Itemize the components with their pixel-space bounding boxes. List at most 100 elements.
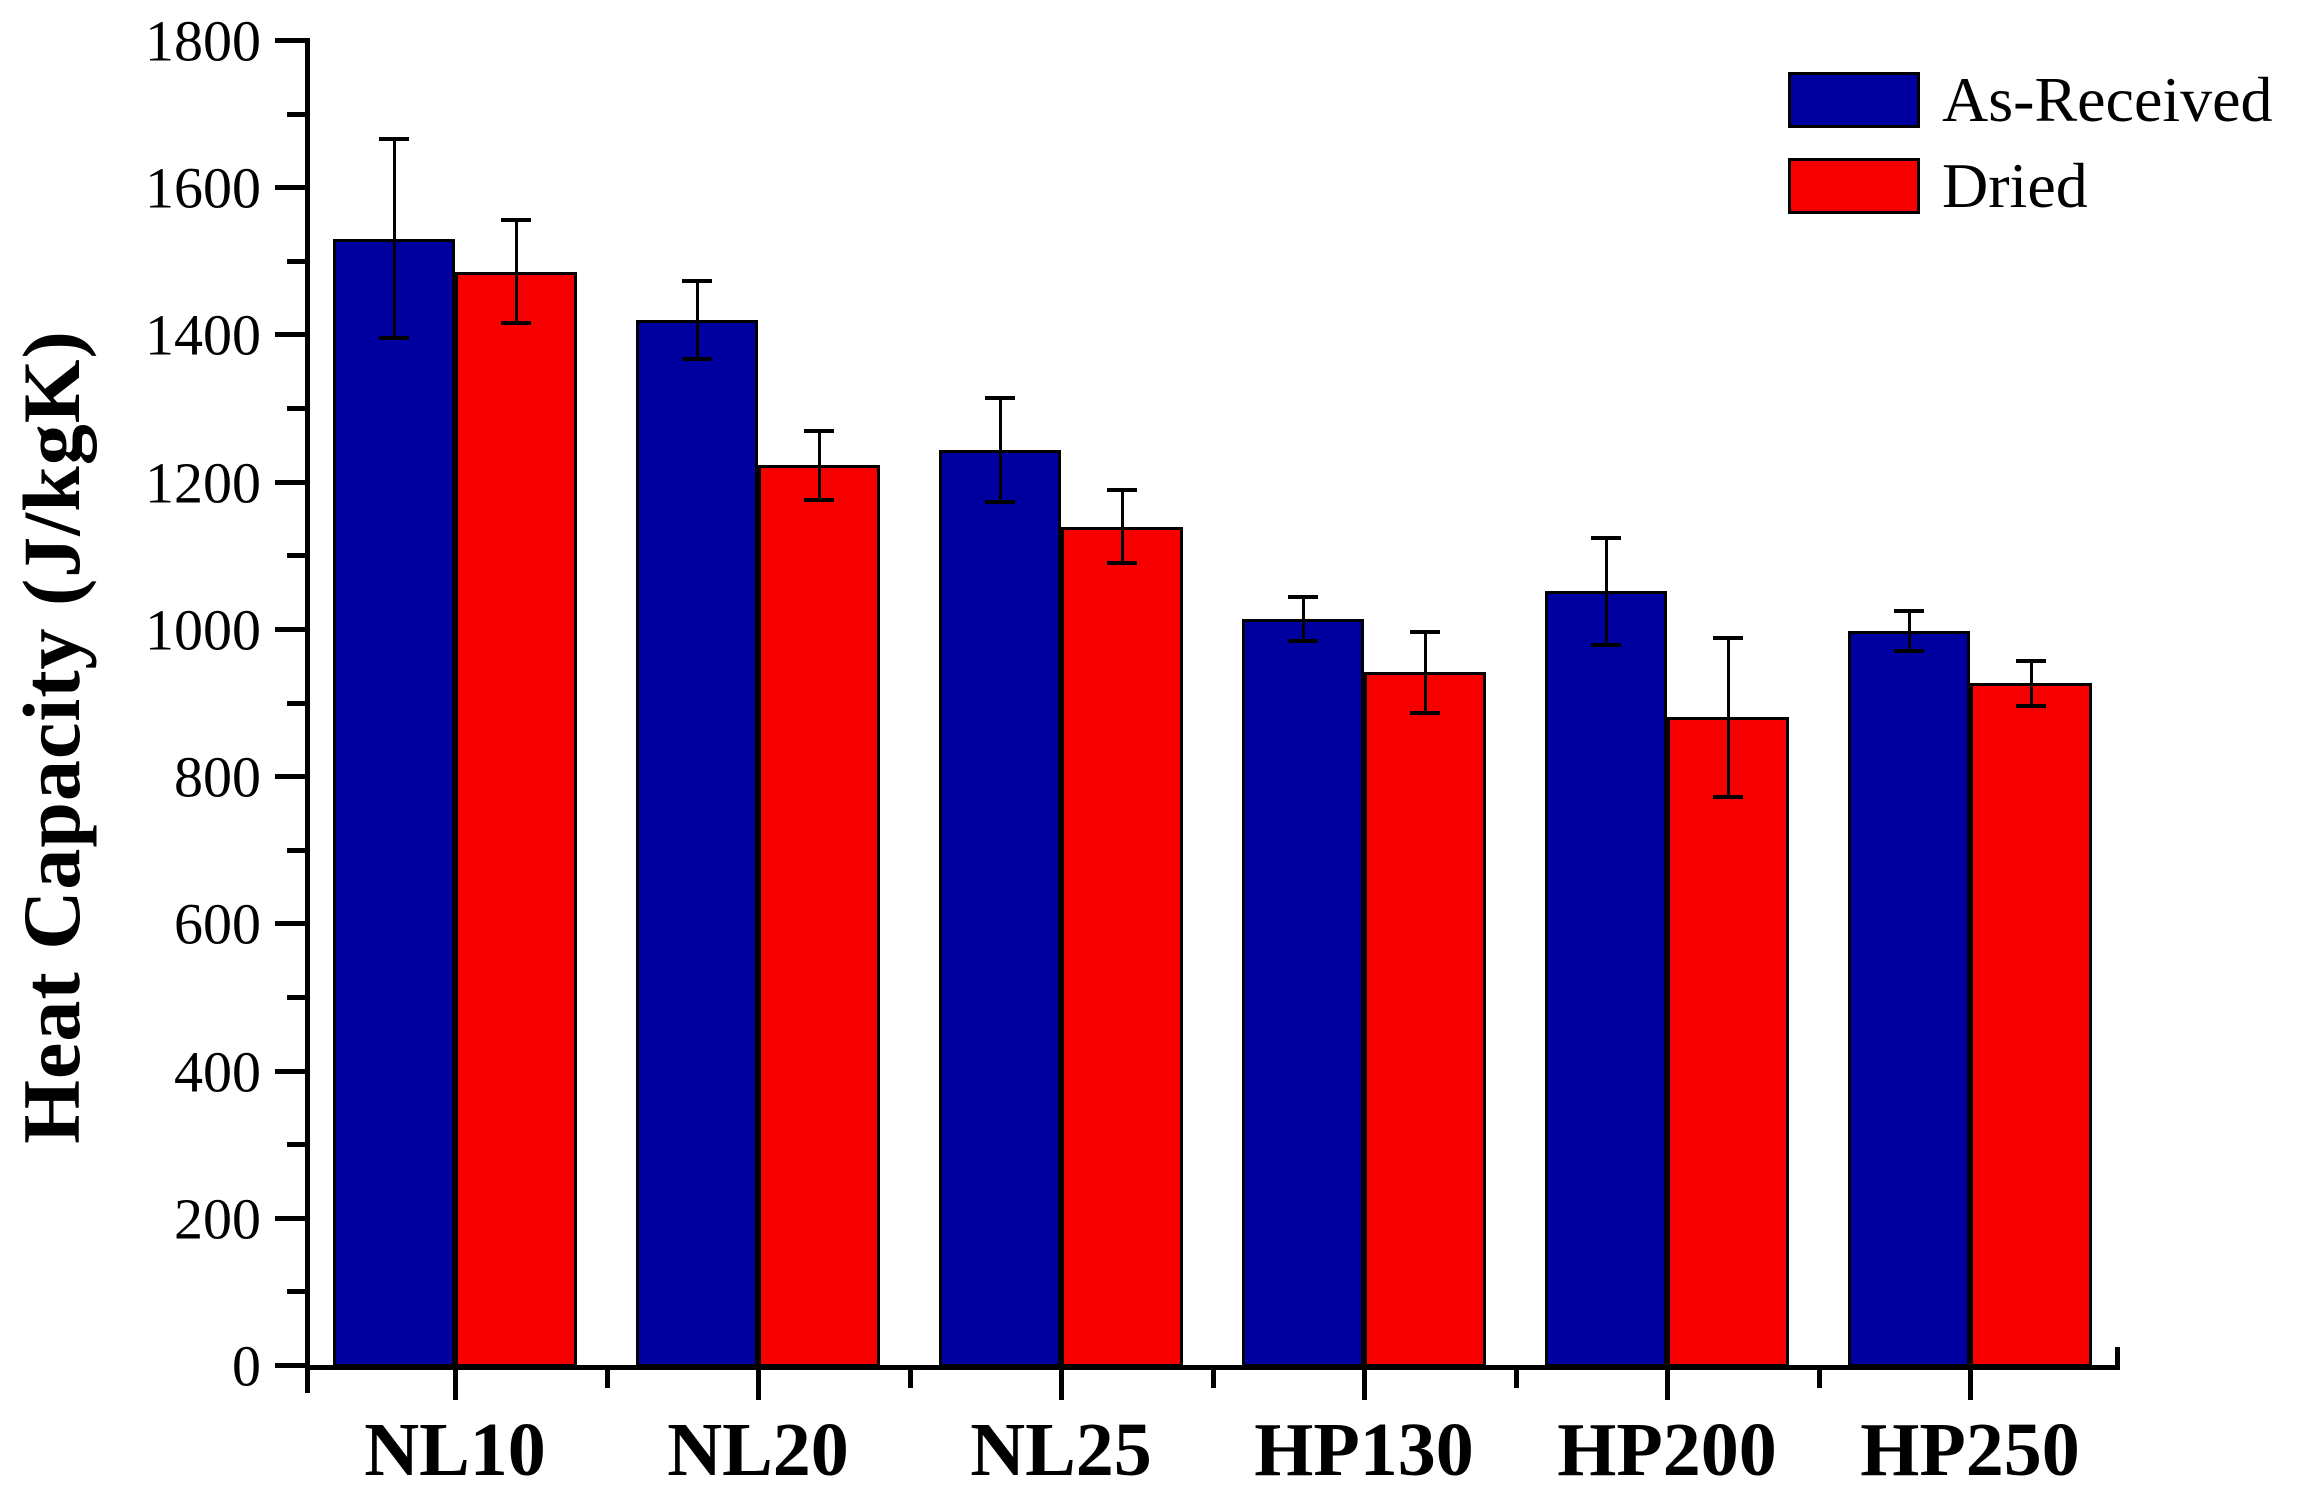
bar-as-received-nl20 — [636, 319, 758, 1367]
error-bar-line — [2029, 660, 2033, 707]
error-bar-line — [1120, 489, 1124, 564]
y-major-tick — [275, 774, 305, 780]
y-minor-tick — [287, 1289, 305, 1295]
error-bar-line — [1907, 611, 1911, 651]
error-bar-line — [695, 280, 699, 359]
y-minor-tick — [287, 406, 305, 412]
y-major-tick — [275, 479, 305, 485]
y-tick-label: 800 — [174, 744, 261, 810]
bar-dried-hp200 — [1667, 717, 1789, 1367]
x-minor-tick — [1210, 1370, 1216, 1388]
x-minor-tick — [907, 1370, 913, 1388]
x-axis-end-tick — [2115, 1347, 2120, 1365]
legend: As-Received Dried — [1788, 68, 2273, 240]
y-minor-tick — [287, 1142, 305, 1148]
y-minor-tick — [287, 111, 305, 117]
error-bar-cap-top — [1288, 595, 1318, 600]
x-category-label: NL10 — [364, 1408, 546, 1492]
error-bar-cap-top — [1410, 629, 1440, 634]
x-major-tick — [453, 1370, 458, 1400]
error-bar-line — [1726, 637, 1730, 797]
error-bar-cap-bottom — [1894, 648, 1924, 653]
y-major-tick — [275, 38, 305, 43]
error-bar-cap-top — [1894, 609, 1924, 614]
x-axis-line — [305, 1365, 2120, 1370]
x-major-tick — [1968, 1370, 1973, 1400]
bar-dried-nl25 — [1061, 526, 1183, 1367]
x-category-label: NL20 — [667, 1408, 849, 1492]
y-major-tick — [275, 1068, 305, 1074]
error-bar-cap-top — [985, 396, 1015, 401]
error-bar-line — [998, 398, 1002, 502]
bar-as-received-nl25 — [939, 450, 1061, 1367]
error-bar-cap-bottom — [1591, 643, 1621, 648]
bar-as-received-hp250 — [1848, 631, 1970, 1367]
legend-entry: Dried — [1788, 154, 2273, 218]
error-bar-cap-top — [1713, 635, 1743, 640]
y-axis-line — [305, 38, 310, 1393]
error-bar-cap-top — [1591, 535, 1621, 540]
y-minor-tick — [287, 994, 305, 1000]
y-tick-label: 600 — [174, 891, 261, 957]
error-bar-cap-bottom — [1410, 710, 1440, 715]
error-bar-cap-top — [379, 137, 409, 142]
error-bar-cap-bottom — [985, 499, 1015, 504]
error-bar-line — [392, 139, 396, 339]
x-minor-tick — [1816, 1370, 1822, 1388]
error-bar-cap-top — [682, 278, 712, 283]
error-bar-cap-bottom — [1713, 794, 1743, 799]
error-bar-cap-top — [1107, 487, 1137, 492]
error-bar-cap-bottom — [1288, 639, 1318, 644]
legend-label: Dried — [1942, 150, 2088, 221]
legend-label: As-Received — [1942, 64, 2273, 135]
x-category-label: NL25 — [970, 1408, 1152, 1492]
x-major-tick — [1059, 1370, 1064, 1400]
error-bar-cap-bottom — [682, 356, 712, 361]
error-bar-cap-bottom — [1107, 561, 1137, 566]
y-major-tick — [275, 626, 305, 632]
y-tick-label: 1600 — [145, 155, 261, 221]
bar-as-received-hp130 — [1242, 619, 1364, 1367]
error-bar-cap-bottom — [379, 336, 409, 341]
error-bar-cap-bottom — [501, 321, 531, 326]
y-minor-tick — [287, 258, 305, 264]
bar-dried-nl10 — [455, 271, 577, 1367]
error-bar-line — [1604, 537, 1608, 646]
y-major-tick — [275, 1363, 305, 1368]
x-category-label: HP250 — [1860, 1408, 2080, 1492]
bar-dried-hp250 — [1970, 683, 2092, 1367]
x-minor-tick — [604, 1370, 610, 1388]
y-major-tick — [275, 921, 305, 927]
x-category-label: HP200 — [1557, 1408, 1777, 1492]
error-bar-line — [514, 220, 518, 324]
y-minor-tick — [287, 847, 305, 853]
error-bar-cap-bottom — [2016, 704, 2046, 709]
legend-entry: As-Received — [1788, 68, 2273, 132]
bar-dried-nl20 — [758, 465, 880, 1367]
y-major-tick — [275, 1215, 305, 1221]
y-tick-label: 1800 — [145, 8, 261, 74]
bar-dried-hp130 — [1364, 672, 1486, 1367]
x-category-label: HP130 — [1254, 1408, 1474, 1492]
y-minor-tick — [287, 553, 305, 559]
y-tick-label: 1400 — [145, 302, 261, 368]
legend-swatch-as-received — [1788, 72, 1920, 128]
error-bar-cap-top — [2016, 658, 2046, 663]
x-major-tick — [1665, 1370, 1670, 1400]
bar-as-received-hp200 — [1545, 591, 1667, 1367]
x-major-tick — [1362, 1370, 1367, 1400]
error-bar-cap-bottom — [804, 498, 834, 503]
y-axis-title: Heat Capacity (J/kgK) — [6, 330, 97, 1144]
error-bar-line — [817, 430, 821, 501]
legend-swatch-dried — [1788, 158, 1920, 214]
y-tick-label: 0 — [232, 1333, 261, 1399]
x-minor-tick — [1513, 1370, 1519, 1388]
x-major-tick — [756, 1370, 761, 1400]
y-major-tick — [275, 185, 305, 191]
error-bar-cap-top — [804, 428, 834, 433]
error-bar-line — [1423, 631, 1427, 713]
y-tick-label: 400 — [174, 1039, 261, 1105]
y-minor-tick — [287, 700, 305, 706]
y-tick-label: 1000 — [145, 597, 261, 663]
